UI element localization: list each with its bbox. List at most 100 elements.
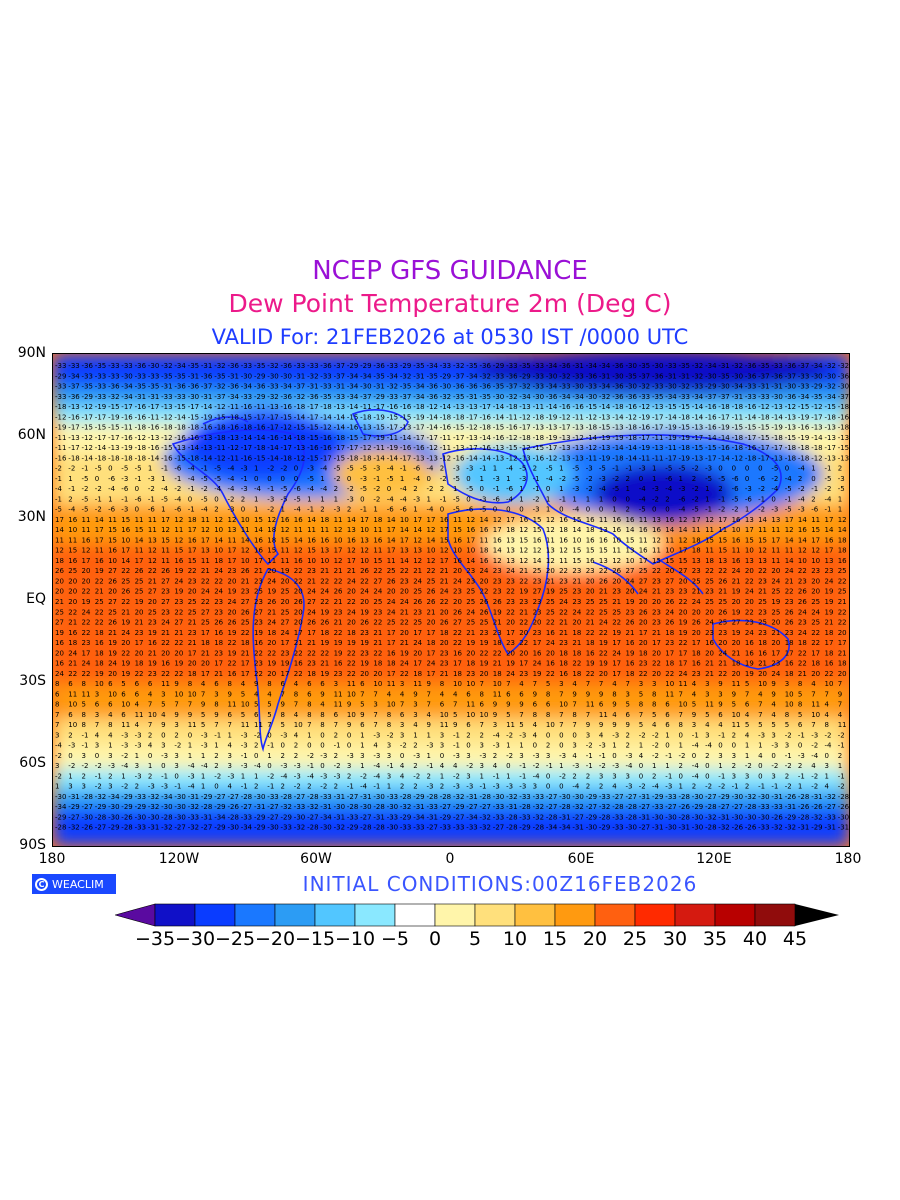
grid-value: 19 <box>174 588 183 596</box>
grid-value: 4 <box>811 680 816 688</box>
grid-value: 11 <box>811 516 820 524</box>
grid-value: 6 <box>108 680 113 688</box>
initial-conditions: INITIAL CONDITIONS:00Z16FEB2026 <box>302 872 698 896</box>
grid-value: 11 <box>639 536 648 544</box>
grid-value: -16 <box>135 413 147 421</box>
grid-value: -3 <box>559 752 566 760</box>
grid-value: 2 <box>413 762 417 770</box>
grid-value: 23 <box>254 598 263 606</box>
grid-value: 9 <box>320 690 324 698</box>
grid-value: -2 <box>466 762 473 770</box>
grid-value: 12 <box>148 547 157 555</box>
grid-value: -3 <box>228 772 235 780</box>
grid-value: 4 <box>639 752 644 760</box>
grid-value: -33 <box>294 362 305 370</box>
grid-value: 23 <box>705 629 714 637</box>
grid-value: 12 <box>281 526 290 534</box>
grid-value: -14 <box>201 403 213 411</box>
grid-value: 21 <box>334 598 343 606</box>
grid-value: 8 <box>639 701 643 709</box>
grid-value: 8 <box>55 701 59 709</box>
grid-value: -29 <box>121 803 132 811</box>
grid-value: 19 <box>108 639 117 647</box>
grid-value: -13 <box>838 454 849 462</box>
grid-value: 6 <box>665 701 670 709</box>
grid-value: 21 <box>785 578 794 586</box>
grid-value: -4 <box>665 485 673 493</box>
grid-value: 2 <box>798 475 802 483</box>
grid-value: -16 <box>228 424 240 432</box>
grid-value: -15 <box>400 413 411 421</box>
grid-value: -34 <box>413 383 425 391</box>
grid-value: 16 <box>599 536 608 544</box>
grid-value: -2 <box>440 475 447 483</box>
grid-value: -33 <box>493 803 504 811</box>
grid-value: 23 <box>798 578 807 586</box>
grid-value: 16 <box>307 536 316 544</box>
grid-value: 24 <box>427 660 436 668</box>
grid-value: -36 <box>626 393 638 401</box>
grid-value: -13 <box>493 444 504 452</box>
grid-value: 26 <box>798 598 807 606</box>
grid-value: -36 <box>466 383 478 391</box>
grid-value: -2 <box>758 506 765 514</box>
grid-value: -3 <box>201 731 208 739</box>
grid-value: 21 <box>241 649 250 657</box>
grid-value: 24 <box>665 608 674 616</box>
grid-value: 6 <box>320 680 325 688</box>
grid-value: -14 <box>320 413 332 421</box>
grid-value: -6 <box>679 495 687 503</box>
grid-value: 24 <box>825 578 834 586</box>
grid-value: 1 <box>427 752 431 760</box>
grid-value: 4 <box>373 742 378 750</box>
grid-value: 1 <box>161 506 165 514</box>
grid-value: 3 <box>652 680 656 688</box>
grid-value: -28 <box>347 803 358 811</box>
grid-value: 24 <box>572 608 581 616</box>
grid-value: -4 <box>360 783 368 791</box>
grid-value: 20 <box>732 670 741 678</box>
grid-value: -3 <box>347 495 354 503</box>
grid-value: -2 <box>254 731 261 739</box>
grid-value: -33 <box>493 372 504 380</box>
grid-value: 8 <box>294 690 298 698</box>
grid-value: 17 <box>400 536 409 544</box>
grid-value: -12 <box>214 454 225 462</box>
grid-value: 11 <box>161 557 170 565</box>
grid-value: -31 <box>798 824 809 832</box>
grid-value: 26 <box>480 598 489 606</box>
grid-value: -31 <box>811 793 822 801</box>
grid-value: 25 <box>758 598 767 606</box>
grid-value: 4 <box>135 721 140 729</box>
grid-value: -5 <box>466 485 473 493</box>
grid-value: -34 <box>387 372 399 380</box>
grid-value: 7 <box>201 690 205 698</box>
grid-value: 24 <box>639 588 648 596</box>
grid-value: -34 <box>599 383 611 391</box>
grid-value: 19 <box>732 588 741 596</box>
grid-value: -18 <box>188 454 199 462</box>
grid-value: -12 <box>572 434 583 442</box>
grid-value: -29 <box>254 814 265 822</box>
grid-value: -35 <box>718 372 729 380</box>
grid-value: -17 <box>347 444 358 452</box>
grid-value: -12 <box>427 403 438 411</box>
grid-value: -2 <box>307 752 314 760</box>
grid-value: 0 <box>466 495 470 503</box>
grid-value: 8 <box>82 721 86 729</box>
grid-value: -19 <box>373 434 384 442</box>
grid-value: 8 <box>307 711 311 719</box>
colorbar-swatch <box>674 903 716 927</box>
grid-value: -27 <box>294 793 305 801</box>
grid-value: -29 <box>652 793 663 801</box>
grid-value: -31 <box>161 383 172 391</box>
grid-value: 17 <box>413 629 422 637</box>
grid-value: -2 <box>387 731 394 739</box>
grid-value: 11 <box>188 721 197 729</box>
grid-value: 13 <box>825 557 834 565</box>
grid-value: 26 <box>718 578 727 586</box>
grid-value: 20 <box>546 567 555 575</box>
grid-value: -18 <box>95 454 106 462</box>
grid-value: -1 <box>453 742 460 750</box>
grid-value: 1 <box>68 772 72 780</box>
